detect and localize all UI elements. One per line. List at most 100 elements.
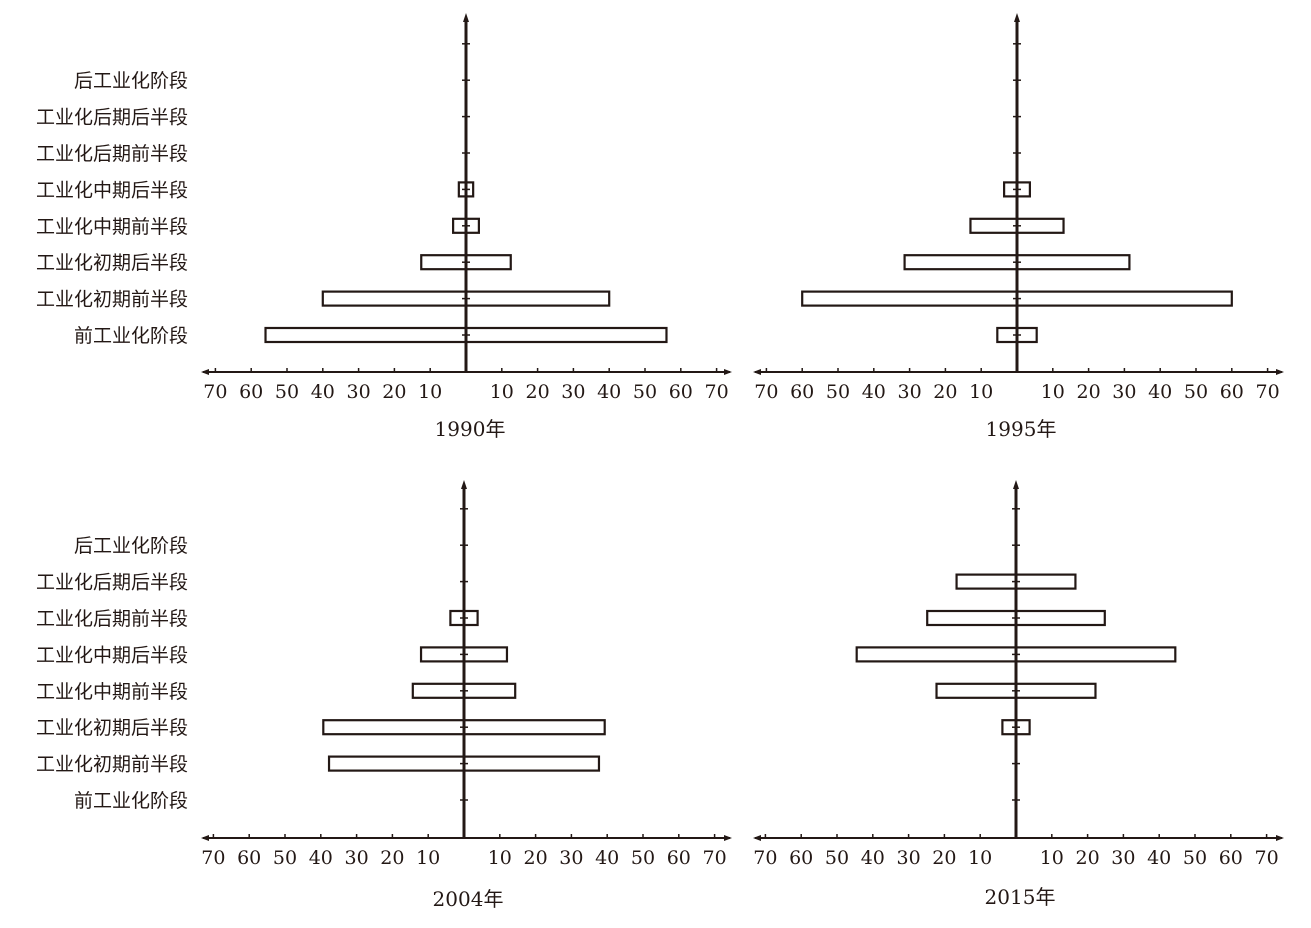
bar-工业化中期前半段: [969, 217, 1065, 234]
category-label: 工业化初期后半段: [36, 717, 188, 739]
x-tick-label: 10: [1041, 381, 1065, 403]
category-label: 工业化后期前半段: [36, 143, 188, 165]
category-label: 工业化初期后半段: [36, 252, 188, 274]
x-tick-label: 60: [667, 847, 691, 869]
chart-panel-2004年: 70 60 50 40 30 20 10 10 20 30 40 50 60 70 前工业化阶段 工业化初期前…: [36, 480, 732, 911]
bar-工业化中期前半段: [935, 682, 1097, 699]
x-tick-label: 10: [416, 847, 440, 869]
chart-panel-1995年: 70 60 50 40 30 20 10 10 20 30 40 50 60 70 1995年: [753, 13, 1284, 441]
x-tick-label: 60: [1219, 847, 1243, 869]
x-tick-label: 60: [789, 847, 813, 869]
x-tick-label: 40: [597, 381, 621, 403]
x-tick-label: 70: [703, 847, 727, 869]
x-axis-right-arrow-icon: [1276, 369, 1284, 375]
bar-工业化中期前半段: [452, 217, 480, 234]
bar-工业化中期后半段: [855, 646, 1177, 663]
x-tick-label: 50: [273, 847, 297, 869]
category-label: 工业化中期后半段: [36, 179, 188, 201]
x-tick-label: 70: [705, 381, 729, 403]
chart-panel-1990年: 70 60 50 40 30 20 10 10 20 30 40 50 60 70 前工业化阶段 工业化初期前…: [36, 13, 732, 441]
x-tick-label: 70: [1255, 847, 1279, 869]
x-axis-left-arrow-icon: [753, 835, 761, 841]
x-tick-label: 10: [488, 847, 512, 869]
x-tick-label: 40: [861, 847, 885, 869]
bar-工业化后期后半段: [955, 573, 1077, 590]
y-axis-arrow-icon: [463, 13, 469, 22]
x-tick-label: 30: [897, 847, 921, 869]
x-tick-label: 20: [932, 847, 956, 869]
bar-工业化中期后半段: [457, 181, 475, 198]
x-tick-label: 50: [275, 381, 299, 403]
bar-工业化初期前半段: [321, 290, 611, 307]
chart-title: 2004年: [433, 887, 504, 911]
category-label: 工业化后期前半段: [36, 608, 188, 630]
x-tick-label: 30: [561, 381, 585, 403]
x-tick-label: 50: [631, 847, 655, 869]
y-axis-arrow-icon: [1013, 480, 1019, 489]
x-tick-label: 60: [237, 847, 261, 869]
x-tick-label: 20: [524, 847, 548, 869]
x-tick-label: 70: [753, 847, 777, 869]
x-tick-label: 50: [633, 381, 657, 403]
x-axis-left-arrow-icon: [201, 369, 209, 375]
x-tick-label: 10: [418, 381, 442, 403]
x-tick-label: 10: [1040, 847, 1064, 869]
x-tick-label: 30: [347, 381, 371, 403]
bar-工业化初期前半段: [801, 290, 1233, 307]
x-tick-label: 40: [595, 847, 619, 869]
x-tick-label: 30: [898, 381, 922, 403]
chart-title: 1990年: [435, 417, 506, 441]
x-tick-label: 40: [1148, 381, 1172, 403]
category-label: 工业化中期前半段: [36, 681, 188, 703]
x-tick-label: 10: [969, 381, 993, 403]
x-tick-label: 70: [201, 847, 225, 869]
bar-前工业化阶段: [996, 326, 1038, 344]
x-tick-label: 50: [1184, 381, 1208, 403]
x-tick-label: 40: [1147, 847, 1171, 869]
x-tick-label: 70: [1256, 381, 1280, 403]
category-label: 后工业化阶段: [74, 70, 188, 92]
bar-前工业化阶段: [264, 326, 668, 344]
x-tick-label: 60: [790, 381, 814, 403]
x-axis-left-arrow-icon: [201, 835, 209, 841]
bar-工业化中期后半段: [1003, 181, 1031, 198]
x-tick-label: 20: [526, 381, 550, 403]
x-tick-label: 30: [559, 847, 583, 869]
y-axis-arrow-icon: [1014, 13, 1020, 22]
x-tick-label: 50: [1183, 847, 1207, 869]
category-label: 工业化初期前半段: [36, 289, 188, 311]
bar-工业化初期后半段: [322, 719, 606, 736]
x-tick-label: 60: [239, 381, 263, 403]
bar-工业化后期前半段: [449, 609, 479, 627]
x-tick-label: 20: [933, 381, 957, 403]
x-tick-label: 30: [345, 847, 369, 869]
category-label: 工业化后期后半段: [36, 107, 188, 129]
chart-panel-2015年: 70 60 50 40 30 20 10 10 20 30 40 50 60 70 2015年: [753, 480, 1284, 909]
x-axis-right-arrow-icon: [1276, 835, 1284, 841]
x-tick-label: 20: [1077, 381, 1101, 403]
bar-工业化初期后半段: [903, 254, 1131, 271]
chart-title: 2015年: [985, 885, 1056, 909]
category-label: 工业化中期后半段: [36, 644, 188, 666]
x-axis-right-arrow-icon: [724, 369, 732, 375]
x-tick-label: 50: [826, 381, 850, 403]
chart-title: 1995年: [986, 417, 1057, 441]
x-tick-label: 70: [754, 381, 778, 403]
bar-工业化中期前半段: [411, 682, 517, 699]
category-label: 工业化中期前半段: [36, 216, 188, 238]
x-tick-label: 70: [203, 381, 227, 403]
x-tick-label: 30: [1112, 381, 1136, 403]
category-label: 前工业化阶段: [74, 790, 188, 812]
x-tick-label: 10: [490, 381, 514, 403]
x-tick-label: 30: [1111, 847, 1135, 869]
category-label: 后工业化阶段: [74, 535, 188, 557]
bar-工业化初期前半段: [327, 755, 601, 772]
x-tick-label: 60: [1220, 381, 1244, 403]
bar-工业化初期后半段: [420, 254, 512, 271]
x-tick-label: 40: [862, 381, 886, 403]
x-axis-left-arrow-icon: [753, 369, 761, 375]
x-tick-label: 40: [311, 381, 335, 403]
x-tick-label: 20: [380, 847, 404, 869]
bar-工业化中期后半段: [419, 646, 509, 663]
